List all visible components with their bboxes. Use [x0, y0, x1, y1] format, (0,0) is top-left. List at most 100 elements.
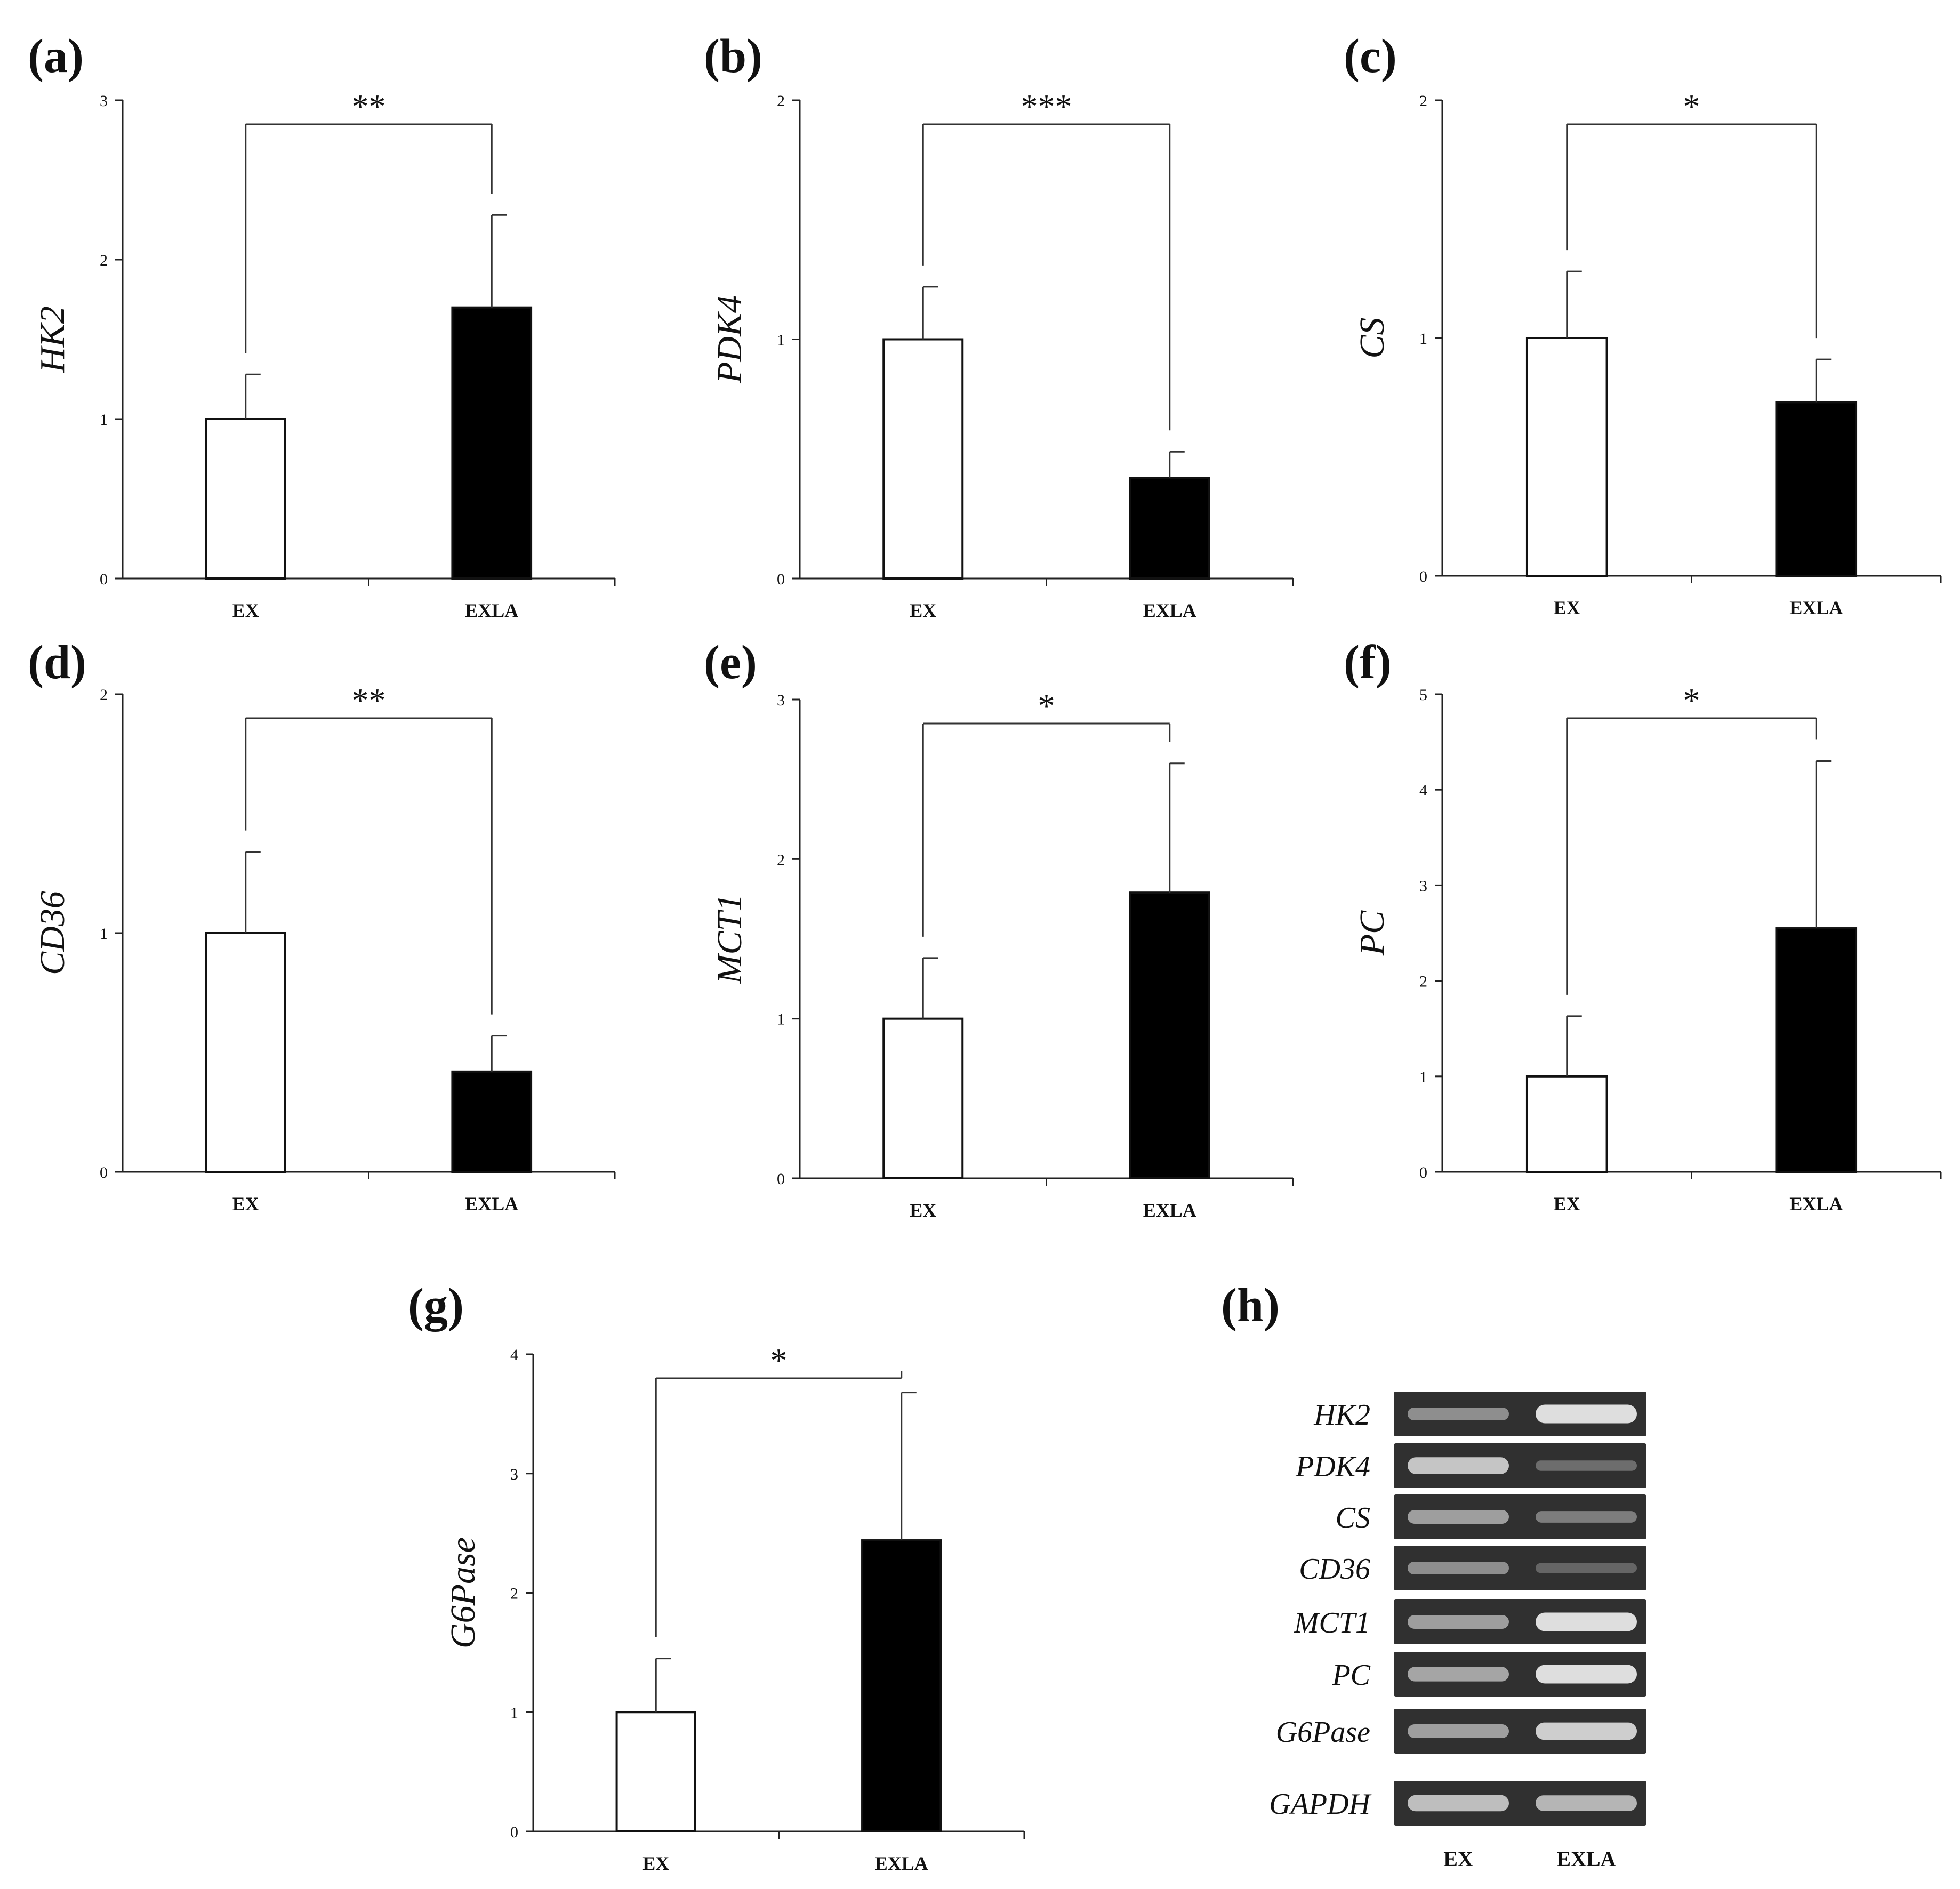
gel-band: [1408, 1724, 1509, 1739]
panel-letter: (c): [1344, 30, 1397, 83]
bar-exla: [861, 1539, 942, 1833]
bar-exla: [1129, 891, 1210, 1179]
gel-band: [1536, 1563, 1637, 1573]
y-tick-label: 1: [510, 1704, 518, 1722]
gel-band: [1536, 1612, 1637, 1631]
y-tick-label: 0: [777, 570, 785, 588]
y-axis-label: MCT1: [710, 894, 749, 985]
y-tick-label: 2: [100, 252, 108, 269]
y-tick-label: 1: [1419, 1068, 1427, 1086]
gel-strip: [1394, 1494, 1646, 1539]
x-category-label: EX: [910, 600, 936, 621]
y-tick-label: 4: [510, 1346, 518, 1364]
significance-marker: *: [1683, 87, 1700, 125]
y-axis-label: PC: [1353, 910, 1392, 956]
chart-g6pase: (g) 0 1 2 3 4 G6Pase EX EXLA *: [408, 1279, 1025, 1874]
y-tick-label: 2: [1419, 973, 1427, 991]
gel-strip: [1394, 1781, 1646, 1826]
gel-band: [1536, 1795, 1637, 1811]
gel-band: [1408, 1667, 1509, 1682]
x-category-label: EXLA: [1789, 597, 1843, 618]
y-tick-label: 2: [777, 851, 785, 869]
x-category-label: EXLA: [465, 1193, 518, 1215]
bar-ex: [205, 418, 286, 580]
bar-exla: [1129, 477, 1210, 580]
y-axis-label: PDK4: [710, 295, 749, 384]
y-tick-label: 1: [100, 925, 108, 943]
y-axis-label: G6Pase: [444, 1537, 483, 1649]
panel-letter: (a): [28, 30, 84, 83]
gel-band: [1408, 1795, 1509, 1812]
gel-lane-label: EXLA: [1556, 1847, 1616, 1871]
x-category-label: EX: [1554, 1193, 1580, 1215]
x-category-label: EXLA: [875, 1853, 928, 1874]
bar-ex: [615, 1711, 696, 1832]
y-tick-label: 1: [100, 411, 108, 429]
y-tick-label: 0: [1419, 568, 1427, 585]
x-category-label: EX: [910, 1200, 936, 1221]
gel-gene-label: CD36: [1299, 1553, 1370, 1586]
bar-ex: [882, 1017, 964, 1179]
gel-band: [1536, 1722, 1637, 1740]
y-tick-label: 0: [100, 1164, 108, 1181]
panel-letter: (b): [704, 30, 762, 83]
gel-band: [1408, 1408, 1509, 1420]
gel-strip: [1394, 1392, 1646, 1436]
gel-strip: [1394, 1443, 1646, 1488]
y-tick-label: 0: [1419, 1164, 1427, 1181]
y-tick-label: 2: [100, 686, 108, 704]
bar-ex: [205, 932, 286, 1173]
significance-marker: ***: [1021, 87, 1072, 125]
chart-pc: (f) 0 1 2 3 4 5 PC EX EXLA *: [1344, 636, 1942, 1215]
significance-marker: *: [770, 1341, 788, 1379]
gel-gene-label: HK2: [1313, 1398, 1370, 1432]
y-tick-label: 5: [1419, 686, 1427, 704]
x-category-label: EXLA: [1789, 1193, 1843, 1215]
y-tick-label: 3: [1419, 877, 1427, 895]
gel-strip: [1394, 1709, 1646, 1754]
chart-mct1: (e) 0 1 2 3 MCT1 EX EXLA *: [704, 636, 1294, 1221]
gel-gene-label: MCT1: [1294, 1606, 1370, 1639]
bar-ex: [1525, 337, 1608, 577]
y-tick-label: 0: [100, 570, 108, 588]
y-axis-label: CD36: [33, 891, 72, 975]
x-category-label: EX: [1554, 597, 1580, 618]
gel-strip: [1394, 1652, 1646, 1697]
y-tick-label: 0: [510, 1823, 518, 1841]
bar-exla: [1775, 927, 1858, 1173]
gel-gene-label: G6Pase: [1276, 1716, 1370, 1749]
gel-band: [1536, 1511, 1637, 1523]
y-tick-label: 1: [777, 1011, 785, 1028]
x-category-label: EX: [232, 1193, 259, 1215]
panel-letter: (d): [28, 636, 86, 689]
panel-letter: (e): [704, 636, 757, 689]
y-tick-label: 3: [100, 92, 108, 110]
significance-marker: *: [1038, 687, 1055, 725]
y-tick-label: 0: [777, 1170, 785, 1188]
gel-strip: [1394, 1599, 1646, 1644]
y-tick-label: 4: [1419, 782, 1427, 799]
x-category-label: EX: [642, 1853, 669, 1874]
gel-band: [1536, 1460, 1637, 1471]
y-tick-label: 3: [777, 692, 785, 709]
significance-marker: *: [1683, 681, 1700, 719]
y-tick-label: 1: [1419, 330, 1427, 348]
gel-gene-label: PC: [1331, 1659, 1370, 1692]
gel-gene-label: PDK4: [1295, 1450, 1370, 1483]
gel-panel: (h) HK2 PDK4 CS CD36 MCT1 PC G6Pase GAPDH EX EXLA: [1221, 1279, 1648, 1871]
gel-lane-label: EX: [1443, 1847, 1473, 1871]
y-tick-label: 1: [777, 332, 785, 349]
panel-letter: (h): [1221, 1279, 1280, 1332]
panel-letter: (f): [1344, 636, 1392, 689]
gel-band: [1536, 1404, 1637, 1424]
significance-marker: **: [352, 87, 386, 125]
panel-letter: (g): [408, 1279, 464, 1332]
x-category-label: EXLA: [465, 600, 518, 621]
chart-hk2: (a) 0 1 2 3 HK2 EX EXLA **: [28, 30, 616, 621]
gel-band: [1536, 1665, 1637, 1684]
x-category-label: EXLA: [1143, 1200, 1196, 1221]
gel-gene-label: GAPDH: [1269, 1788, 1371, 1821]
significance-marker: **: [352, 681, 386, 719]
